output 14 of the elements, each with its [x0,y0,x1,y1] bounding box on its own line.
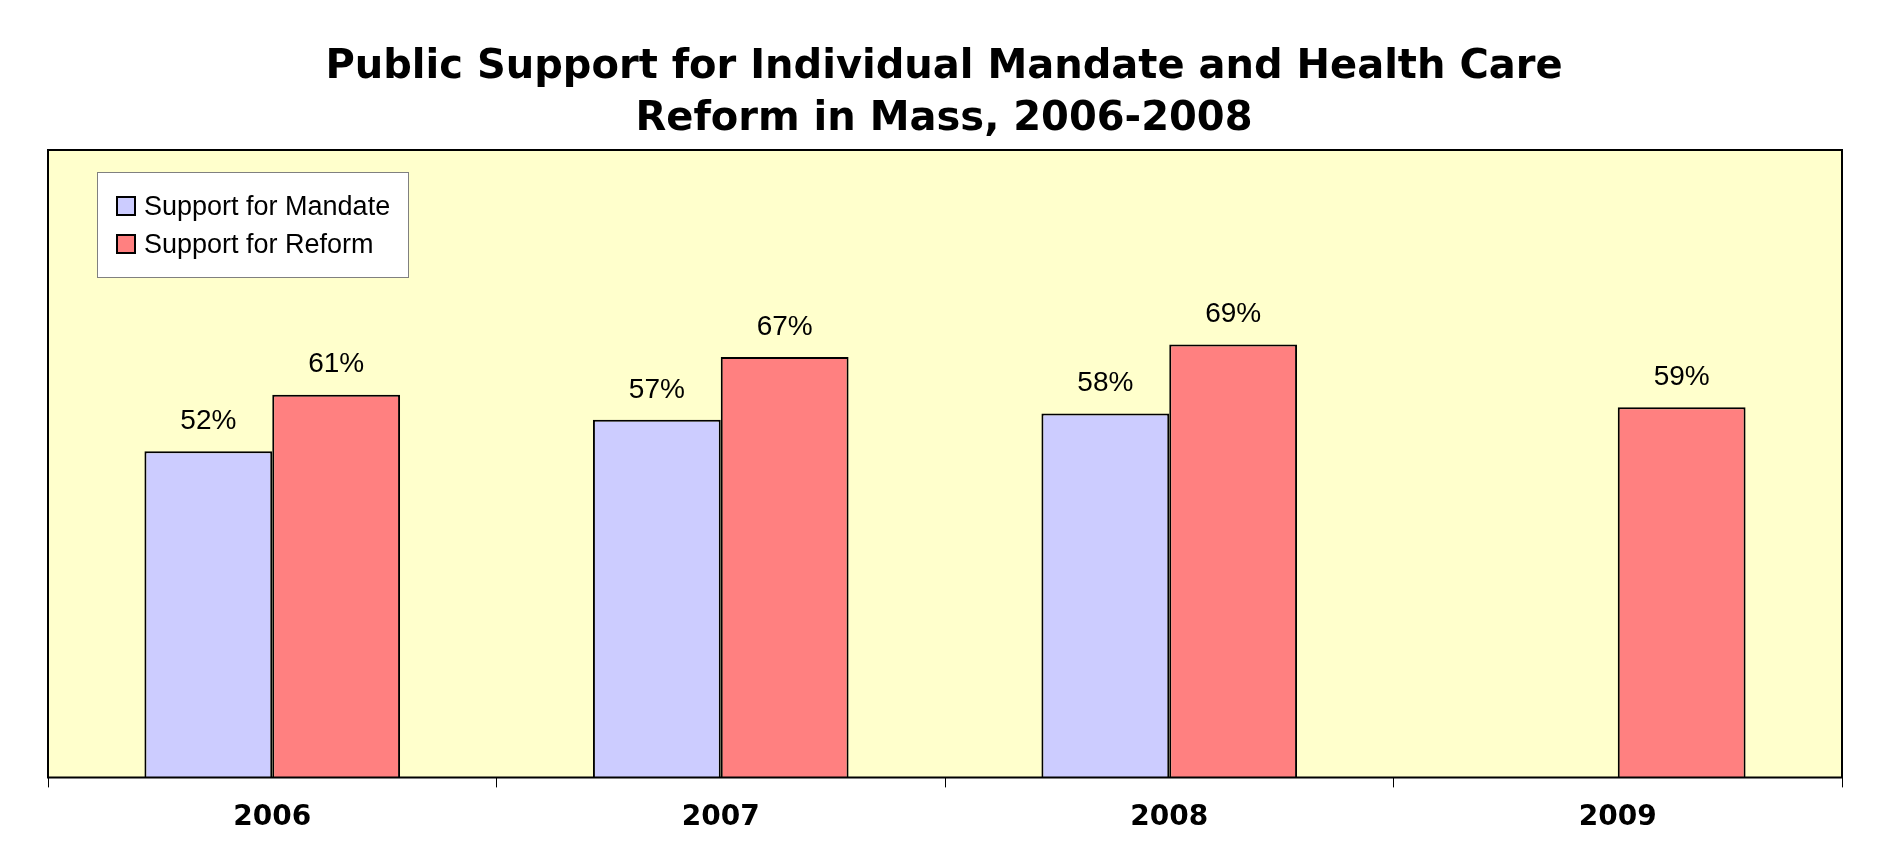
data-label: 58% [1077,366,1134,398]
chart-title: Public Support for Individual Mandate and Health Care Reform in Mass, 2006-2008 [324,40,1564,141]
data-label: 67% [756,309,813,341]
x-tick-label: 2006 [233,799,312,833]
legend-label: Support for Reform [143,227,375,261]
data-label: 52% [180,403,237,435]
data-label: 57% [628,372,685,404]
x-tick-label: 2007 [681,799,760,833]
data-label: 61% [308,347,365,379]
legend-label: Support for Mandate [143,189,391,223]
data-label: 69% [1205,297,1262,329]
x-tick-label: 2009 [1578,799,1657,833]
data-label: 59% [1653,359,1710,391]
x-tick-label: 2008 [1130,799,1209,833]
